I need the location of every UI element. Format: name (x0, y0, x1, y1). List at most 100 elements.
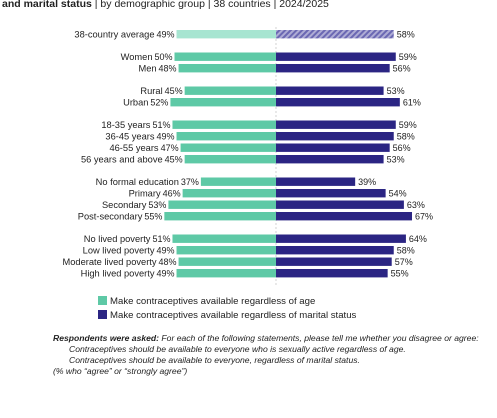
data-label-age: 49% (157, 268, 175, 278)
bar-marital (276, 200, 404, 209)
statement-age: Contraceptives should be available to ev… (69, 344, 406, 354)
data-label-marital: 58% (397, 131, 415, 141)
data-label-age: 48% (159, 257, 177, 267)
question-line: Respondents were asked: For each of the … (53, 333, 493, 344)
category-label: High lived poverty (81, 268, 155, 278)
bar-age (182, 189, 276, 198)
data-label-age: 49% (157, 131, 175, 141)
bar-marital (276, 269, 388, 278)
bar-age (200, 177, 276, 186)
category-label: 38-country average (74, 29, 154, 39)
bar-age (172, 120, 276, 129)
bar-marital (276, 30, 394, 39)
bar-age (174, 52, 276, 61)
category-label: Primary (129, 188, 161, 198)
legend-label-age: Make contraceptives available regardless… (110, 296, 316, 307)
data-label-age: 45% (165, 154, 183, 164)
legend-swatch-age (98, 296, 107, 305)
data-label-age: 47% (161, 143, 179, 153)
data-label-age: 37% (181, 177, 199, 187)
bar-marital (276, 257, 392, 266)
data-label-marital: 54% (389, 188, 407, 198)
category-label: Urban (123, 97, 148, 107)
question-label: Respondents were asked: (53, 333, 160, 343)
data-label-marital: 39% (358, 177, 376, 187)
bar-age (178, 257, 276, 266)
category-label: Moderate lived poverty (62, 257, 156, 267)
bar-marital (276, 143, 390, 152)
category-label: 46-55 years (109, 143, 158, 153)
bar-marital (276, 189, 386, 198)
category-label: Men (138, 63, 156, 73)
data-label-marital: 59% (399, 120, 417, 130)
category-label: Women (121, 52, 153, 62)
bar-age (178, 64, 276, 73)
data-label-marital: 56% (393, 143, 411, 153)
data-label-age: 50% (154, 52, 172, 62)
bar-age (176, 246, 276, 255)
legend-label-marital: Make contraceptives available regardless… (110, 310, 357, 321)
data-label-age: 51% (152, 234, 170, 244)
category-label: 18-35 years (101, 120, 150, 130)
data-label-age: 49% (157, 29, 175, 39)
data-label-marital: 63% (407, 200, 425, 210)
category-label: Post-secondary (78, 211, 143, 221)
bar-age (168, 200, 276, 209)
bar-marital (276, 177, 356, 186)
bar-marital (276, 132, 394, 141)
data-label-marital: 67% (415, 211, 433, 221)
bar-marital (276, 234, 406, 243)
category-label: No lived poverty (84, 234, 151, 244)
bar-age (172, 234, 276, 243)
data-label-age: 53% (148, 200, 166, 210)
bar-marital (276, 155, 384, 164)
bar-marital (276, 98, 400, 107)
bar-age (184, 86, 276, 95)
data-label-age: 48% (159, 63, 177, 73)
data-label-age: 46% (163, 188, 181, 198)
question-text: For each of the following statements, pl… (159, 333, 479, 343)
data-label-age: 45% (165, 86, 183, 96)
data-label-marital: 56% (393, 63, 411, 73)
category-label: Low lived poverty (83, 245, 155, 255)
legend-item-marital: Make contraceptives available regardless… (98, 310, 356, 321)
data-label-age: 49% (157, 245, 175, 255)
data-label-age: 52% (150, 97, 168, 107)
bar-age (180, 143, 276, 152)
diverging-bar-chart: 38-country average 49% 58%Women 50% 59%Men 48… (62, 27, 433, 287)
bar-age (170, 98, 276, 107)
bar-age (184, 155, 276, 164)
chart-title-rest: | by demographic group | 38 countries | … (91, 0, 329, 10)
bar-age (176, 30, 276, 39)
data-label-marital: 57% (395, 257, 413, 267)
data-label-marital: 59% (399, 52, 417, 62)
bar-marital (276, 64, 390, 73)
data-label-marital: 64% (409, 234, 427, 244)
data-label-marital: 61% (403, 97, 421, 107)
data-label-marital: 55% (391, 268, 409, 278)
bar-marital (276, 246, 394, 255)
bar-age (176, 132, 276, 141)
chart-title: and marital status | by demographic grou… (2, 0, 492, 10)
data-label-marital: 58% (397, 245, 415, 255)
chart-title-bold: and marital status (2, 0, 92, 10)
category-label: No formal education (96, 177, 179, 187)
bar-marital (276, 52, 396, 61)
data-label-age: 55% (144, 211, 162, 221)
bar-marital (276, 86, 384, 95)
category-label: 36-45 years (105, 131, 154, 141)
category-label: Rural (140, 86, 162, 96)
data-label-marital: 53% (387, 154, 405, 164)
data-label-marital: 53% (387, 86, 405, 96)
survey-notes: Respondents were asked: For each of the … (53, 333, 493, 377)
footnote: (% who “agree” or “strongly agree”) (53, 366, 188, 376)
bar-marital (276, 120, 396, 129)
category-label: 56 years and above (81, 154, 163, 164)
bar-age (176, 269, 276, 278)
statement-marital: Contraceptives should be available to ev… (69, 355, 360, 365)
bar-age (164, 212, 276, 221)
bar-marital (276, 212, 413, 221)
legend-swatch-marital (98, 310, 107, 319)
category-label: Secondary (102, 200, 147, 210)
data-label-marital: 58% (397, 29, 415, 39)
